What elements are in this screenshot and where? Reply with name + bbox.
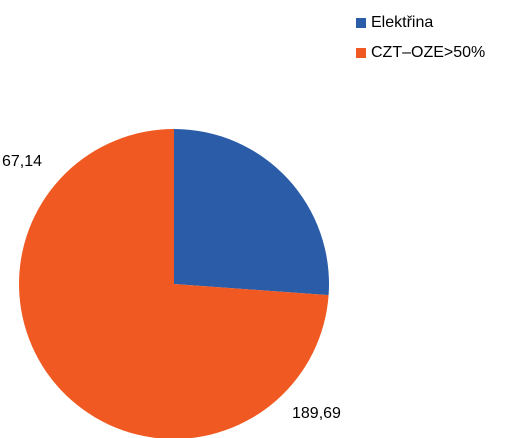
legend-label-elektrina: Elektřina — [371, 14, 434, 31]
data-label-elektrina: 67,14 — [2, 153, 42, 170]
legend: Elektřina CZT–OZE>50% — [356, 8, 485, 68]
legend-item-elektrina: Elektřina — [356, 8, 485, 38]
pie-slices — [19, 129, 329, 438]
legend-label-czt-oze: CZT–OZE>50% — [371, 44, 486, 61]
data-label-czt-oze: 189,69 — [292, 405, 341, 422]
pie-slice-czt-oze — [19, 129, 329, 438]
legend-swatch-czt-oze — [356, 48, 366, 58]
legend-item-czt-oze: CZT–OZE>50% — [356, 38, 485, 68]
legend-swatch-elektrina — [356, 18, 366, 28]
pie-slice-elektrina — [174, 129, 329, 296]
